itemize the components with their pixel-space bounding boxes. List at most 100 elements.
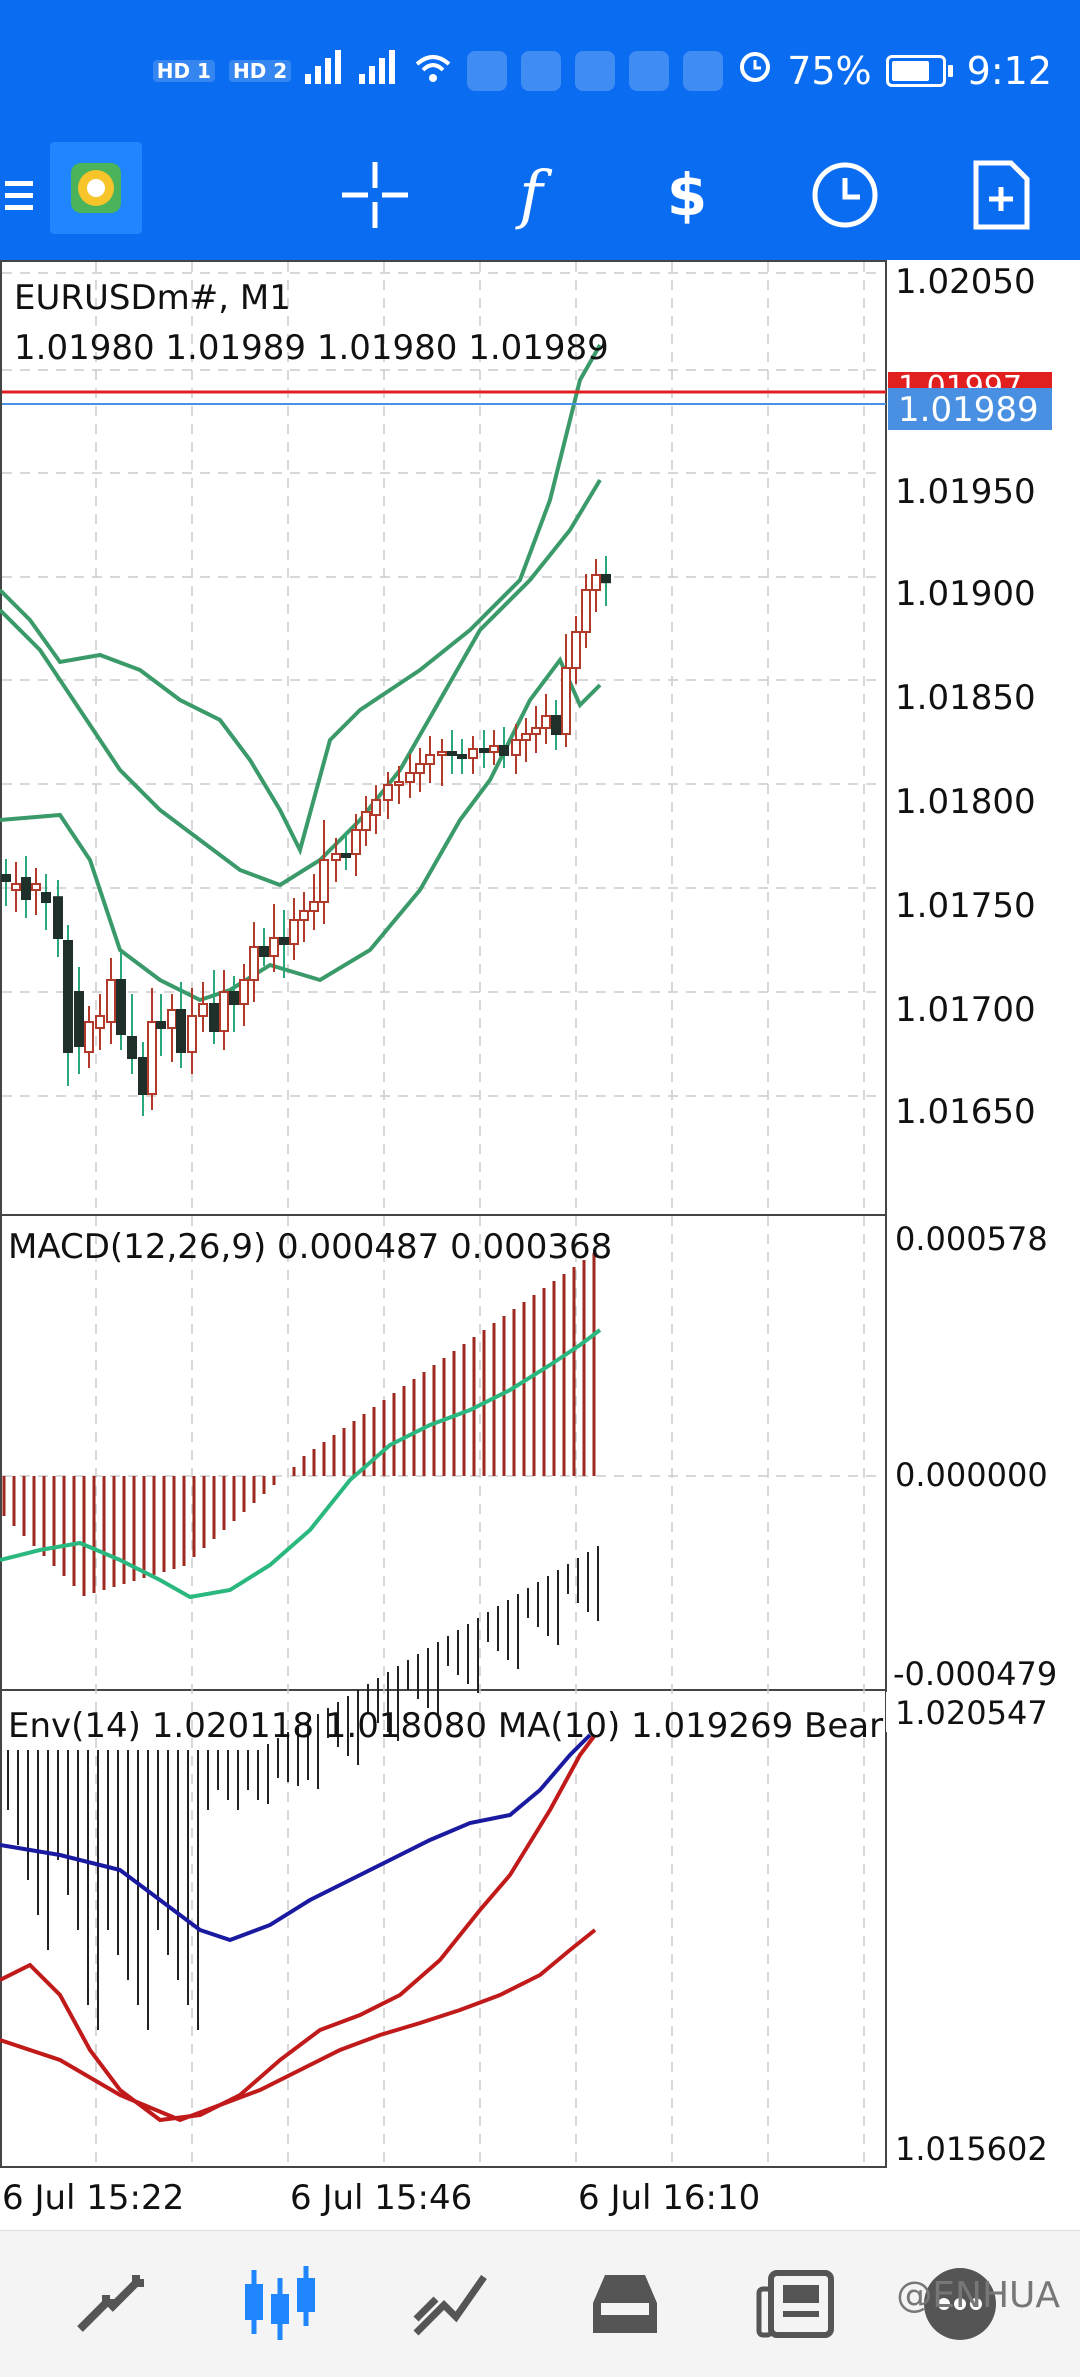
chart-area[interactable]: 1.01997 1.01989 EURUSDm#, M1 1.01980 1.0…	[0, 260, 1080, 2224]
time-label: 6 Jul 15:46	[290, 2178, 472, 2218]
candle-body	[239, 979, 249, 1005]
macd-axis-label: -0.000479	[893, 1655, 1057, 1693]
env-upper-line	[0, 1733, 592, 1943]
candle-body	[341, 853, 351, 858]
bottom-navigation	[0, 2230, 1080, 2377]
clock-icon[interactable]	[800, 150, 890, 240]
metatrader-logo-icon[interactable]	[50, 142, 142, 234]
candle-body	[309, 901, 319, 912]
candle-body	[156, 1021, 166, 1029]
price-label: 1.01850	[895, 678, 1036, 718]
bollinger-bands	[0, 344, 602, 1003]
sim2-label: HD 2	[228, 59, 292, 82]
band-line	[0, 478, 602, 888]
candle-body	[551, 715, 561, 735]
news-icon[interactable]	[740, 2249, 850, 2359]
candle-body	[95, 1015, 105, 1029]
candle-body	[425, 754, 435, 765]
candle-body	[447, 751, 457, 756]
candle-body	[249, 946, 259, 981]
candle-body	[521, 733, 531, 741]
notification-icon	[683, 50, 724, 91]
candle-body	[299, 910, 309, 921]
candle-body	[601, 574, 611, 584]
candle-body	[187, 1015, 197, 1053]
notification-icon	[521, 50, 562, 91]
price-label: 1.01650	[895, 1092, 1036, 1132]
candle-body	[561, 667, 571, 735]
candle-body	[269, 937, 279, 957]
candle-body	[116, 979, 126, 1035]
quotes-icon[interactable]	[55, 2249, 165, 2359]
price-label: 1.01950	[895, 472, 1036, 512]
chat-icon[interactable]	[905, 2249, 1015, 2359]
candle-body	[53, 896, 63, 940]
function-icon[interactable]: f	[519, 158, 543, 232]
candle-body	[479, 748, 489, 753]
candle-body	[457, 754, 467, 759]
chart-canvas[interactable]: 1.01997 1.01989 EURUSDm#, M1 1.01980 1.0…	[0, 260, 1080, 2224]
ohlc-values: 1.01980 1.01989 1.01980 1.01989	[14, 328, 609, 368]
chart-icon[interactable]	[225, 2249, 335, 2359]
band-line	[0, 344, 602, 856]
candle-body	[219, 991, 229, 1032]
status-bar: HD 1 HD 2 75% 9:12	[0, 0, 1080, 130]
time-label: 6 Jul 15:22	[2, 2178, 184, 2218]
candle-body	[405, 772, 415, 783]
toolbar: f $	[0, 130, 1080, 260]
candle-body	[591, 574, 601, 591]
candle-body	[371, 799, 381, 816]
grid	[2, 262, 884, 2165]
price-label: 1.02050	[895, 262, 1036, 302]
candle-body	[394, 781, 404, 786]
candle-body	[209, 1003, 219, 1032]
menu-icon[interactable]	[0, 150, 40, 240]
env-axis-label: 1.020547	[895, 1694, 1048, 1732]
candle-body	[229, 991, 239, 1005]
candle-body	[468, 748, 478, 759]
env-lower-line	[0, 1928, 597, 2123]
trade-icon[interactable]	[395, 2249, 505, 2359]
candles	[1, 556, 611, 1116]
candle-body	[415, 763, 425, 774]
candle-body	[63, 940, 73, 1053]
crosshair-icon[interactable]	[330, 150, 420, 240]
notification-icon	[629, 50, 670, 91]
clock-time: 9:12	[966, 48, 1052, 93]
candle-body	[147, 1021, 157, 1095]
macd-title: MACD(12,26,9) 0.000487 0.000368	[8, 1227, 612, 1267]
env-ma-line	[0, 1733, 597, 2123]
sim1-label: HD 1	[152, 59, 215, 82]
watermark: @ENHUA	[896, 2275, 1060, 2316]
candle-body	[351, 829, 361, 855]
signal-icon	[359, 49, 399, 93]
env-frame	[0, 1689, 887, 2168]
wifi-icon	[413, 49, 453, 93]
macd-histogram	[2, 1253, 596, 1596]
macd-signal-line	[0, 1328, 602, 1600]
env-axis-label: 1.015602	[895, 2130, 1048, 2168]
top-bar: HD 1 HD 2 75% 9:12	[0, 0, 1080, 260]
candle-body	[511, 739, 521, 756]
notification-icon	[575, 50, 616, 91]
env-histogram	[7, 1546, 599, 2030]
new-document-icon[interactable]	[956, 150, 1046, 240]
candle-body	[11, 883, 21, 891]
candle-body	[31, 883, 41, 891]
history-icon[interactable]	[570, 2249, 680, 2359]
bid-label: 1.01989	[898, 390, 1039, 430]
candle-body	[74, 991, 84, 1047]
candle-body	[541, 715, 551, 729]
candle-body	[176, 1009, 186, 1053]
bid-label-bg	[888, 388, 1052, 430]
candle-body	[41, 892, 51, 903]
candle-body	[259, 946, 269, 957]
candle-body	[127, 1036, 137, 1059]
candle-body	[361, 811, 371, 831]
notification-icon	[467, 50, 508, 91]
currency-exchange-icon[interactable]: $	[666, 161, 708, 229]
candle-body	[571, 631, 581, 669]
candle-body	[21, 877, 31, 900]
candle-body	[383, 784, 393, 801]
candle-body	[499, 745, 509, 756]
